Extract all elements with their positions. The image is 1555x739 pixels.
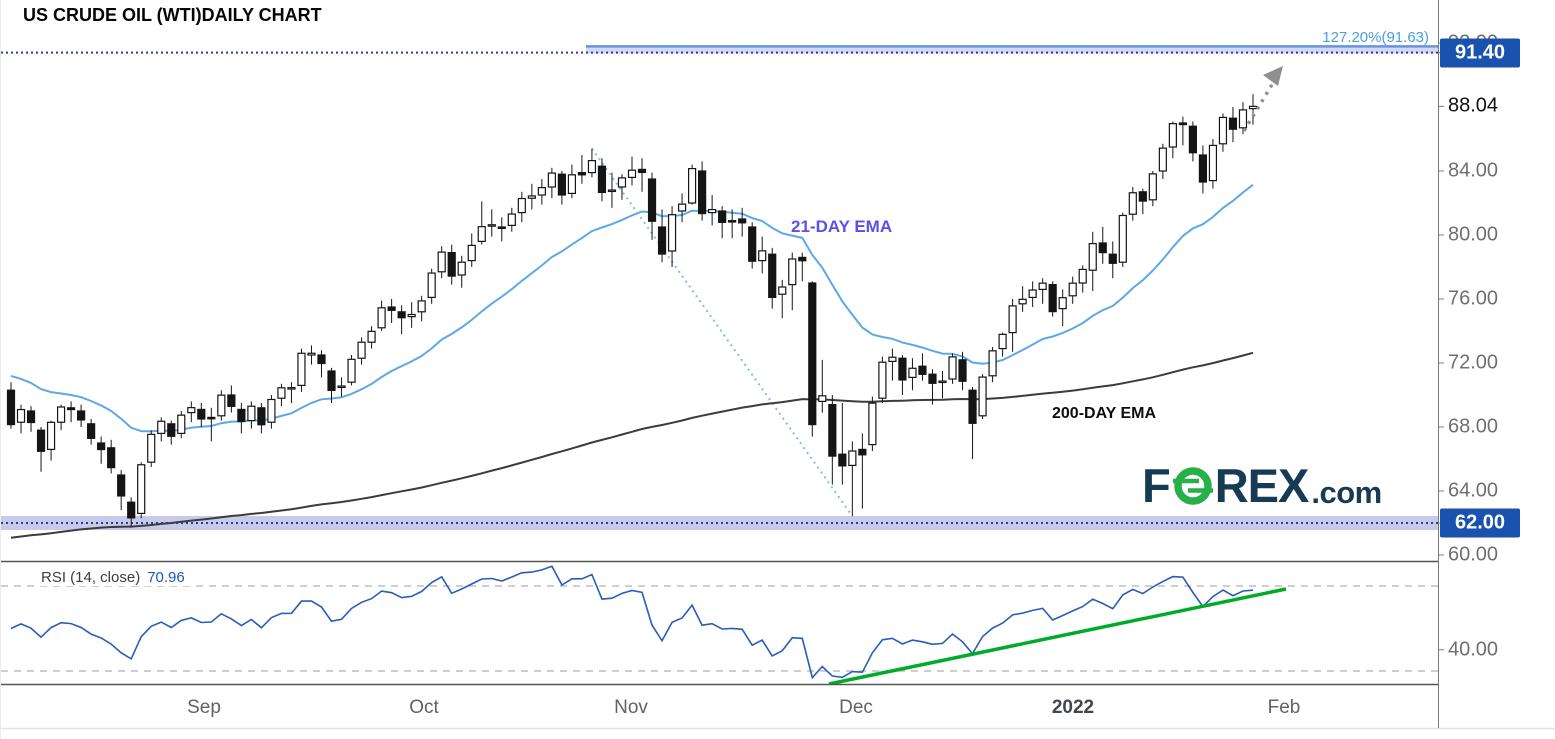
price-tick-label: 76.00 [1448,287,1499,310]
chart-title: US CRUDE OIL (WTI)DAILY CHART [23,5,322,25]
logo-o-globe-icon [1172,467,1213,505]
time-axis-label: 2022 [1051,697,1095,718]
fib-extension-band [586,45,1438,54]
price-alert-badge: 62.00 [1440,508,1520,538]
ema200-label: 200-DAY EMA [1052,405,1157,422]
main-price-pane[interactable] [1,45,1438,539]
rsi-trendline [828,587,1287,684]
fib-extension-label: 127.20%(91.63) [1322,29,1429,46]
price-tick-label: 72.00 [1448,351,1499,374]
logo-text-f: F [1142,459,1171,513]
price-tick-label: 80.00 [1448,223,1499,246]
ema200-line [10,351,1254,539]
price-alert-badge: 91.40 [1440,38,1520,68]
ema21-line [10,183,1254,433]
rsi-name: RSI (14, close) [41,569,141,586]
rsi-tick-label: 40.00 [1448,638,1499,661]
rsi-line [10,565,1254,680]
rsi-pane[interactable] [1,565,1438,684]
candles [6,94,1258,528]
time-axis-label: Dec [839,697,873,718]
rsi-indicator-label[interactable]: RSI (14, close) 70.96 [39,569,191,586]
price-tick-label: 64.00 [1448,479,1499,502]
time-axis-label: Feb [1267,697,1301,718]
rsi-value: 70.96 [147,569,185,586]
time-axis-label: Oct [409,697,439,718]
time-axis-label: Sep [187,697,221,718]
price-tick-label: 68.00 [1448,415,1499,438]
last-price-label: 88.04 [1448,94,1499,117]
projection-arrow-shaft [1242,82,1275,132]
price-tick-label: 84.00 [1448,159,1499,182]
time-axis-label: Nov [614,697,648,718]
logo-text-dotcom: .com [1311,474,1382,510]
logo-text-rex: REX [1214,459,1310,513]
ema21-label: 21-DAY EMA [791,217,893,236]
projection-arrow-head [1263,66,1283,86]
price-tick-label: 60.00 [1448,543,1499,566]
forex-logo: F REX .com [1142,459,1382,513]
support-band [1,515,1438,531]
